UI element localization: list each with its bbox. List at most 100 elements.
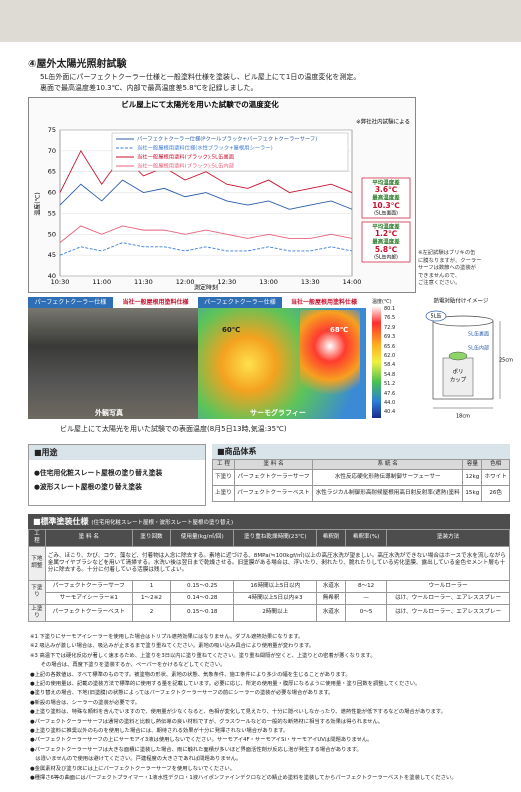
spec-table: 工 程塗 料 名塗り回数 使用量(kg/㎡/回) 塗り重ね乾燥時間(23℃) 希釈剤希… <box>28 529 511 622</box>
photo <box>28 297 198 419</box>
cell: 無希釈 <box>316 591 346 605</box>
spec: ■標準塗装仕様 (住宅用化粧スレート屋根・波形スレート屋根の塗り替え) 工 程塗… <box>28 514 511 622</box>
cell: 0.15〜0.18 <box>170 603 235 622</box>
diagram-label: ポリ <box>452 369 463 376</box>
note: は違いませんので使用は避けてください。戸建程度の大きさであれば問題ありません。 <box>30 756 242 763</box>
label: パーフェクトクーラー仕様 <box>198 297 282 308</box>
cell: 1 <box>131 579 172 593</box>
cell: 2時間以上 <box>233 603 318 622</box>
row: サーモアイシーラー※1 1〜2※2 0.14〜0.28 4時間以上5日以内※3 無希釈 —… <box>29 591 510 605</box>
cell: パーフェクトクーラーサーフ <box>233 468 314 486</box>
side-note-line: できませんので、 <box>418 272 461 279</box>
cell: 上塗り <box>28 603 46 622</box>
legend-label: 当社一般屋根用塗料(ブラック):5L缶裏面 <box>137 153 234 161</box>
cell: 0.15〜0.25 <box>170 579 235 593</box>
cup <box>442 357 474 397</box>
uses-list: ●住宅用化粧スレート屋根の塗り替え塗装 ●波形スレート屋根の塗り替え塗装 <box>29 460 205 500</box>
notes: ※1 下塗りにサーモアイシーラーを使用した場合はトリプル遮熱効果にはなりません。… <box>30 633 510 784</box>
scale-label: 51.2 <box>384 381 396 388</box>
diagram-label: 5L缶内部 <box>468 345 489 352</box>
x-tick-label: 13:30 <box>301 278 320 286</box>
header-cell: 塗装方法 <box>386 529 510 547</box>
y-tick-label: 75 <box>48 126 56 134</box>
scale-label: 47.6 <box>384 390 396 397</box>
note: ●種揮さ6等の曲面にはパーフェクトプライマー・1液水性デクロ・1液ハイポンファイ… <box>30 775 457 782</box>
intro-line: 裏面で最高温度差10.3℃、内部で最高温度差5.8℃を記録しました。 <box>40 84 258 92</box>
annotation: 最高温度差 <box>372 238 400 246</box>
x-tick-label: 12:30 <box>217 278 236 286</box>
uses-box: ■用途 ●住宅用化粧スレート屋根の塗り替え塗装 ●波形スレート屋根の塗り替え塗装 <box>28 444 206 506</box>
side-note: ※左記試験はブリキの缶 に膜なりますが、クーラー サーフは数節への塗装が できませんの… <box>418 250 481 288</box>
note: ●上塗り塗料に推奨以外のものを使用した場合には、期待される効果が十分に発揮されな… <box>30 728 289 735</box>
y-tick-label: 55 <box>48 209 56 217</box>
legend-box <box>111 132 349 172</box>
chart: ビル屋上にて太陽光を用いた試験での温度変化 ※弊社社内試験による 温度(℃) 測… <box>34 99 411 292</box>
scale-label: 65.6 <box>384 343 396 350</box>
scale-label: 44.0 <box>384 400 396 407</box>
y-tick-label: 45 <box>48 251 56 259</box>
diagram-label: 5L缶 <box>431 313 442 320</box>
cell: 1〜2※2 <box>131 591 172 605</box>
header-cell: 希釈剤 <box>316 529 346 547</box>
use-item: ●住宅用化粧スレート屋根の塗り替え塗装 <box>34 469 163 477</box>
x-tick-label: 13:00 <box>259 278 278 286</box>
annotation: 10.3℃ <box>372 201 400 210</box>
scale-label: 62.0 <box>384 353 396 360</box>
diagram-title: 熱電対貼付けイメージ <box>434 297 489 305</box>
cell: 水性ラジカル制御形高耐候屋根用高日射反射率(遮熱)塗料 <box>312 484 464 502</box>
annotation: 3.6℃ <box>375 185 397 194</box>
note: ●新設の場合は、シーラーの塗装が必要です。 <box>30 699 141 706</box>
diagram-label: 25cm <box>499 358 513 364</box>
series-line <box>59 242 353 256</box>
header-cell: 系 統 名 <box>312 459 464 470</box>
series-line <box>59 179 353 210</box>
cell: 下塗り <box>28 579 46 605</box>
cell: 8〜12 <box>344 579 388 593</box>
y-tick-label: 65 <box>48 168 56 176</box>
scale-label: 69.3 <box>384 334 396 341</box>
header-cell: 使用量(kg/㎡/回) <box>170 529 235 547</box>
cell: 15kg <box>462 484 483 502</box>
note: ※2 吸込みが激しい場合は、吸込みが止まるまで塗り重ねてください。素地の吸い込み… <box>30 643 315 650</box>
intro: 5L缶外面にパーフェクトクーラー仕様と一般塗料仕様を塗装し、ビル屋上にて1日の温… <box>40 72 360 94</box>
header-cell: 塗り回数 <box>131 529 172 547</box>
y-tick-label: 70 <box>48 147 56 155</box>
cell: 0〜5 <box>344 603 388 622</box>
photo-caption: 外観写真 <box>95 409 123 417</box>
cell: はけ、ウールローラー、エアレススプレー <box>386 591 510 605</box>
diagram-label: 18cm <box>456 414 470 420</box>
row: 下塗り パーフェクトクーラーサーフ 1 0.15〜0.25 16時間以上5日以内 水道水 8… <box>28 579 510 605</box>
scale-label: 80.1 <box>384 306 396 312</box>
annotation: 平均温度差 <box>372 223 400 231</box>
y-tick-label: 60 <box>48 189 56 197</box>
sensor <box>448 351 468 361</box>
note: ●パーフェクトクーラーサーフは大きな面積に塗装した場合、雨に触れた面積が多いほど… <box>30 746 362 753</box>
y-tick-label: 50 <box>48 230 56 238</box>
label: パーフェクトクーラー仕様 <box>28 297 113 308</box>
diagram: 熱電対貼付けイメージ 5L缶 5L缶裏面 5L缶内部 ポリ カップ 25cm 1… <box>425 297 513 420</box>
scale-label: 54.8 <box>384 371 396 378</box>
temp-label: 60℃ <box>222 326 241 334</box>
annotation: 1.2℃ <box>375 229 397 238</box>
uses-title: ■用途 <box>29 445 205 460</box>
diagram-label: カップ <box>450 377 467 384</box>
top-band <box>0 0 521 42</box>
x-tick-label: 11:30 <box>134 278 153 286</box>
x-tick-label: 11:00 <box>92 278 111 286</box>
note: ●上塗り塗料は、特殊な顔料を含んでいますので、使用量が少なくなると、色相が変化し… <box>30 709 446 716</box>
legend-label: 当社一般屋根用塗料仕様(水性ブラック+屋根用シーラー) <box>137 144 273 152</box>
header-cell: 工 程 <box>212 459 235 470</box>
side-note-line: ご注意ください。 <box>418 280 461 286</box>
label: 当社一般屋根用塗料仕様 <box>113 297 198 308</box>
scale-labels: 80.1 76.5 72.9 69.3 65.6 62.0 58.4 54.8 51.2 47.6… <box>384 305 395 418</box>
cell: 水道水 <box>316 579 346 593</box>
cell: ごみ、ほこり、かび、コケ、藻など、付着物は入念に除去する。素地に近づける、8MP… <box>44 545 511 581</box>
products-table: 工 程塗 料 名系 統 名容量 色相 下塗り パーフェクトクーラーサーフ 水性反応硬化形… <box>212 459 510 502</box>
cell: 16時間以上5日以内 <box>233 579 318 593</box>
cell: ウールローラー <box>386 579 510 593</box>
annotation: 最高温度差 <box>372 194 400 202</box>
cell: ホワイト <box>481 468 510 486</box>
y-tick-label: 40 <box>48 272 56 280</box>
annotation: (5L缶内部) <box>374 254 398 261</box>
